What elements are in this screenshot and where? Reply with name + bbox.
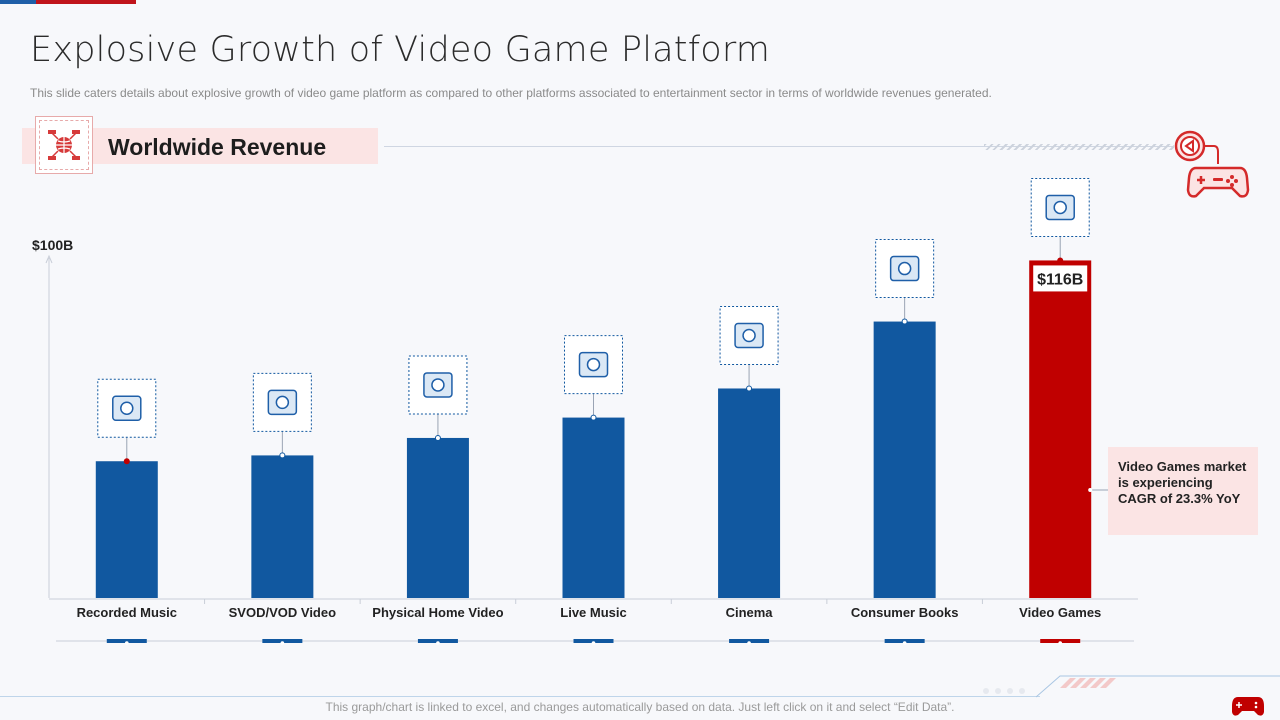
value-label-box	[1033, 265, 1088, 292]
section-title: Worldwide Revenue	[108, 134, 327, 160]
footer-dots-decoration	[983, 688, 1025, 694]
bar	[873, 321, 936, 598]
bar	[95, 461, 158, 598]
top-accent-blue	[0, 0, 36, 4]
bar-dot	[590, 414, 597, 421]
bar	[251, 455, 314, 598]
footer-note: This graph/chart is linked to excel, and…	[325, 700, 955, 714]
legend-swatch-dot	[591, 641, 596, 645]
legend-swatch	[417, 639, 458, 643]
category-label: Consumer Books	[851, 605, 959, 620]
legend-swatch-dot	[1058, 641, 1063, 645]
bars-group: Recorded Music SVOD/VOD Video Physical Hom…	[77, 177, 1108, 645]
handheld-console-icon	[1045, 194, 1075, 221]
books-icon	[889, 255, 920, 282]
bar	[562, 417, 625, 598]
callout-dot	[1088, 488, 1093, 492]
top-accent-red	[36, 0, 136, 4]
legend-swatch	[1040, 639, 1081, 643]
bar-dot	[434, 434, 441, 441]
video-player-icon	[267, 389, 298, 416]
bar	[1029, 260, 1092, 598]
legend-swatch	[106, 639, 147, 643]
y-axis-arrow	[45, 254, 53, 264]
bar-dot	[123, 458, 130, 465]
section-icon-frame	[35, 116, 93, 174]
legend-swatch	[884, 639, 925, 643]
gamepad-icon	[1174, 130, 1250, 198]
vinyl-record-icon	[112, 395, 142, 421]
category-label: SVOD/VOD Video	[229, 605, 336, 620]
y-axis-top-label: $100B	[32, 237, 73, 253]
footer-divider	[0, 696, 1040, 697]
bar	[406, 437, 469, 598]
legend-swatch	[262, 639, 303, 643]
microphone-icon	[578, 351, 609, 378]
cinema-building-icon	[734, 322, 764, 349]
legend-swatch-dot	[124, 641, 129, 645]
page-title: Explosive Growth of Video Game Platform	[30, 30, 771, 70]
category-label: Live Music	[560, 605, 626, 620]
footer-decoration	[1036, 675, 1280, 698]
legend-swatch-dot	[280, 641, 285, 645]
legend-swatch-dot	[747, 641, 751, 645]
value-label: $116B	[1037, 271, 1083, 288]
bar-dot	[901, 318, 908, 325]
category-label: Cinema	[726, 605, 774, 620]
category-label: Video Games	[1019, 605, 1101, 620]
legend-swatch-dot	[902, 641, 907, 645]
legend-swatch	[729, 639, 770, 643]
category-label: Physical Home Video	[372, 605, 503, 620]
legend-swatch-dot	[436, 641, 440, 645]
legend-swatch	[573, 639, 614, 643]
category-label: Recorded Music	[77, 605, 177, 620]
bar	[718, 388, 781, 598]
bar-dot	[746, 385, 753, 392]
header-divider	[384, 146, 1174, 147]
header-hatch-decoration	[984, 144, 1174, 150]
bar-dot	[279, 452, 286, 459]
bar-dot	[1057, 257, 1064, 264]
dvd-player-icon	[423, 372, 453, 398]
footer-gamepad-icon	[1232, 697, 1264, 716]
page-subtitle: This slide caters details about explosiv…	[30, 86, 992, 100]
cagr-callout: Video Games market is experiencing CAGR …	[1108, 447, 1258, 535]
